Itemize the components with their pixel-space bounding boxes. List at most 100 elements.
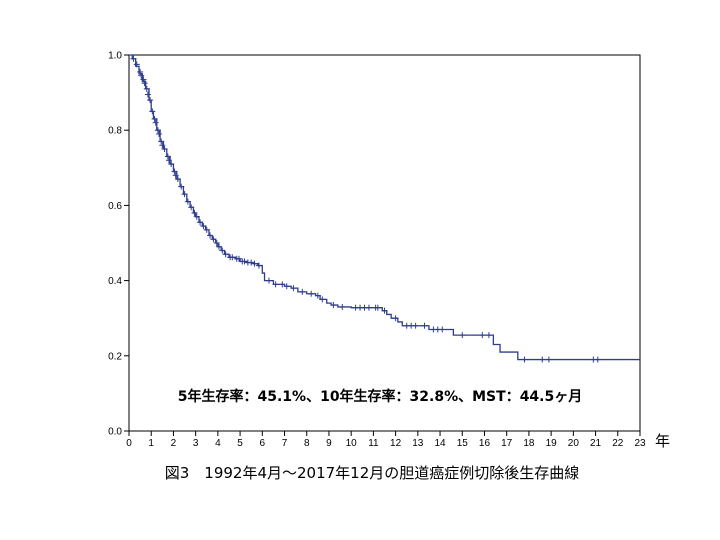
censor-mark xyxy=(222,251,229,258)
censor-mark xyxy=(272,281,279,288)
censor-mark xyxy=(255,262,262,269)
censor-mark xyxy=(181,191,188,198)
censor-mark xyxy=(158,138,165,145)
y-tick-label: 0.8 xyxy=(108,126,122,137)
x-tick-label: 4 xyxy=(215,438,221,449)
censor-mark xyxy=(248,259,255,266)
x-tick-label: 9 xyxy=(326,438,332,449)
censor-mark xyxy=(210,236,217,243)
censor-mark xyxy=(151,115,158,122)
censor-mark xyxy=(279,281,286,288)
survival-curve xyxy=(129,54,640,361)
censor-mark xyxy=(479,332,486,339)
censor-mark xyxy=(459,332,466,339)
censor-mark xyxy=(141,80,148,87)
x-axis: 0 1 2 3 4 5 6 7 8 9 10 11 12 13 14 15 16 17 18 19 20 21 22 23 xyxy=(126,431,646,449)
figure-caption: 図3 1992年4月～2017年12月の胆道癌症例切除後生存曲線 xyxy=(165,464,580,482)
censor-mark xyxy=(392,315,399,322)
censor-marks xyxy=(130,55,601,363)
censor-mark xyxy=(265,277,272,284)
censor-mark xyxy=(308,290,315,297)
x-tick-label: 15 xyxy=(457,438,469,449)
censor-mark xyxy=(147,97,154,104)
x-tick-label: 5 xyxy=(237,438,243,449)
censor-mark xyxy=(130,55,137,62)
censor-mark xyxy=(161,146,168,152)
y-tick-label: 0.0 xyxy=(108,427,122,438)
censor-mark xyxy=(251,260,258,267)
censor-mark xyxy=(215,243,222,250)
censor-mark xyxy=(144,91,151,98)
x-tick-label: 13 xyxy=(412,438,424,449)
censor-mark xyxy=(174,176,181,183)
x-tick-label: 18 xyxy=(523,438,535,449)
censor-mark xyxy=(165,157,172,164)
censor-mark xyxy=(197,219,204,226)
censor-mark xyxy=(290,285,297,292)
censor-mark xyxy=(241,258,248,265)
censor-mark xyxy=(485,332,492,339)
censor-mark xyxy=(140,76,147,83)
x-tick-label: 21 xyxy=(590,438,602,449)
censor-mark xyxy=(143,85,150,92)
censor-mark xyxy=(188,204,195,211)
y-tick-label: 1.0 xyxy=(108,51,122,62)
x-tick-label: 17 xyxy=(501,438,513,449)
y-tick-label: 0.4 xyxy=(108,276,122,287)
x-tick-label: 0 xyxy=(126,438,132,449)
x-tick-label: 22 xyxy=(612,438,624,449)
x-tick-label: 19 xyxy=(546,438,558,449)
x-unit-label: 年 xyxy=(655,432,670,450)
censor-mark xyxy=(172,172,179,179)
censor-mark xyxy=(229,254,236,261)
censor-mark xyxy=(545,356,552,363)
x-tick-label: 2 xyxy=(171,438,177,449)
y-axis: 0.0 0.2 0.4 0.6 0.8 1.0 xyxy=(108,51,129,438)
survival-annotation: 5年生存率：45.1%、10年生存率：32.8%、MST：44.5ヶ月 xyxy=(178,388,582,405)
x-tick-label: 8 xyxy=(304,438,310,449)
censor-mark xyxy=(314,292,321,299)
censor-mark xyxy=(235,255,242,262)
censor-mark xyxy=(159,142,166,149)
censor-mark xyxy=(154,127,161,134)
censor-mark xyxy=(168,161,175,168)
censor-mark xyxy=(283,283,290,290)
censor-mark xyxy=(184,198,191,205)
censor-mark xyxy=(149,108,156,115)
censor-mark xyxy=(200,223,207,230)
x-tick-label: 1 xyxy=(148,438,154,449)
censor-mark xyxy=(365,304,372,311)
censor-mark xyxy=(164,153,171,160)
censor-mark xyxy=(152,119,159,126)
censor-mark xyxy=(539,356,546,363)
censor-mark xyxy=(203,226,210,233)
censor-mark xyxy=(330,302,337,309)
x-tick-label: 6 xyxy=(260,438,266,449)
x-tick-label: 16 xyxy=(479,438,491,449)
x-tick-label: 20 xyxy=(568,438,580,449)
y-tick-label: 0.6 xyxy=(108,201,122,212)
censor-mark xyxy=(412,322,419,329)
plot-frame xyxy=(128,54,641,432)
censor-mark xyxy=(439,326,446,333)
x-tick-label: 12 xyxy=(390,438,402,449)
censor-mark xyxy=(207,232,214,239)
censor-mark xyxy=(171,168,178,175)
censor-mark xyxy=(219,247,226,254)
censor-mark xyxy=(421,322,428,329)
censor-mark xyxy=(299,288,306,295)
x-tick-label: 14 xyxy=(434,438,446,449)
censor-mark xyxy=(191,209,198,216)
censor-mark xyxy=(374,304,381,311)
y-tick-label: 0.2 xyxy=(108,351,122,362)
x-tick-label: 10 xyxy=(346,438,358,449)
censor-mark xyxy=(133,61,140,68)
censor-mark xyxy=(138,72,145,79)
x-tick-label: 3 xyxy=(193,438,199,449)
censor-mark xyxy=(178,183,185,190)
censor-mark xyxy=(381,307,388,314)
x-tick-label: 23 xyxy=(634,438,646,449)
censor-mark xyxy=(193,213,200,220)
censor-mark xyxy=(155,130,162,137)
